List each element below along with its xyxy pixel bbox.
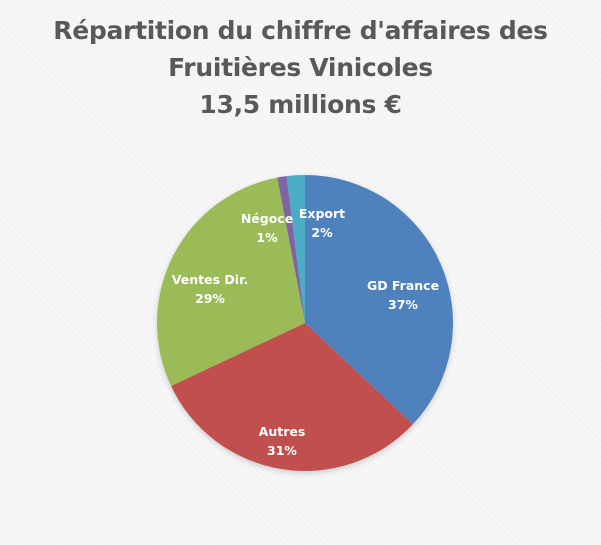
label-autres-percent: 31%	[267, 443, 297, 458]
label-export-percent: 2%	[311, 225, 333, 240]
data-labels: GD France 37% Autres 31% Ventes Dir. 29%…	[172, 206, 439, 458]
label-gd-france-name: GD France	[367, 278, 439, 293]
label-gd-france-percent: 37%	[388, 297, 418, 312]
label-ventes-dir-name: Ventes Dir.	[172, 272, 248, 287]
chart-title-line-3: 13,5 millions €	[199, 90, 402, 119]
chart-title-line-1: Répartition du chiffre d'affaires des	[53, 16, 548, 45]
pie-slices	[157, 175, 453, 471]
slice-export[interactable]	[286, 175, 305, 323]
label-export-name: Export	[299, 206, 345, 221]
slice-gd-france[interactable]	[305, 175, 453, 425]
label-autres-name: Autres	[259, 424, 306, 439]
label-negoce-name: Négoce	[241, 211, 293, 226]
chart-title: Répartition du chiffre d'affaires des Fr…	[0, 12, 601, 123]
slice-autres[interactable]	[171, 323, 413, 471]
slice-ventes-dir[interactable]	[157, 177, 305, 387]
label-ventes-dir-percent: 29%	[195, 291, 225, 306]
chart-title-line-2: Fruitières Vinicoles	[168, 53, 433, 82]
slice-negoce[interactable]	[277, 176, 305, 323]
label-negoce-percent: 1%	[256, 230, 278, 245]
